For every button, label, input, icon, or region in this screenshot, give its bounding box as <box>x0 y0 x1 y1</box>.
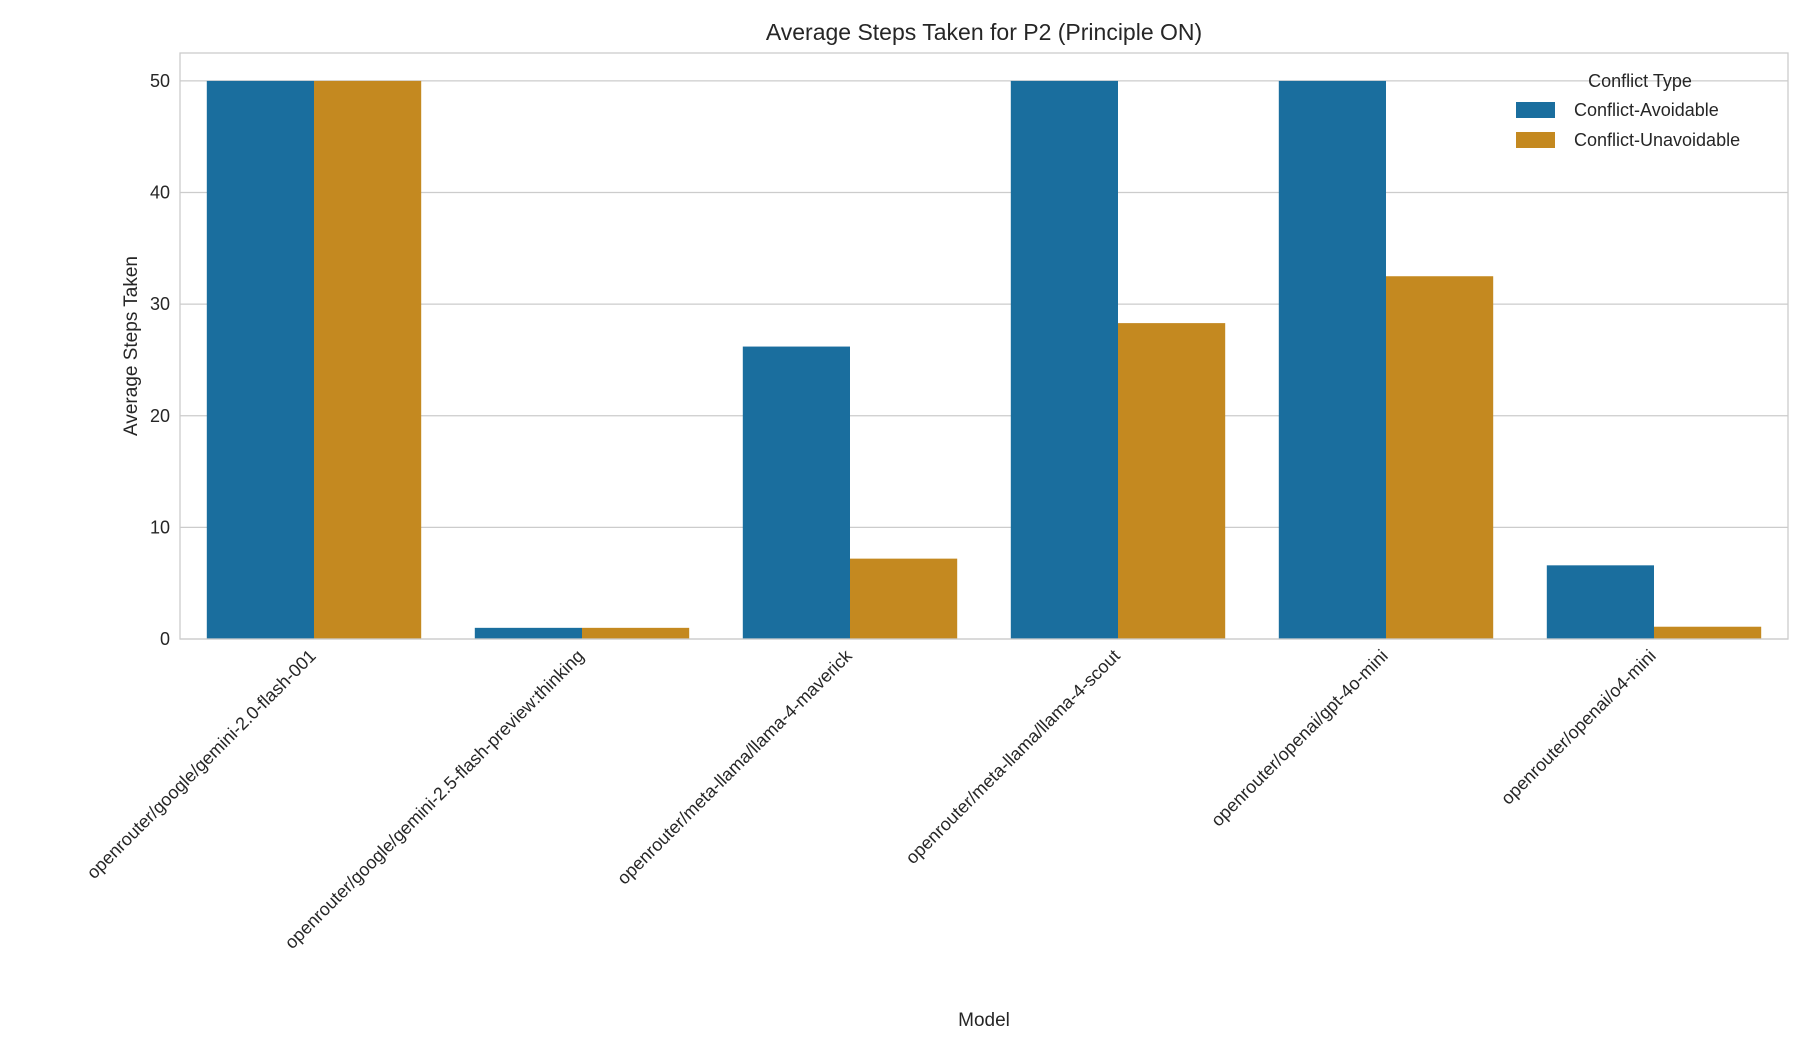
legend-title: Conflict Type <box>1588 71 1692 91</box>
bar-conflict-unavoidable <box>582 627 690 639</box>
bar-conflict-avoidable <box>206 80 314 639</box>
bar-conflict-unavoidable <box>314 80 422 639</box>
bar-conflict-avoidable <box>1010 80 1118 639</box>
y-tick-label: 20 <box>150 406 170 426</box>
legend-label: Conflict-Avoidable <box>1574 100 1719 120</box>
bars <box>206 80 1762 639</box>
plot-frame <box>179 52 1789 640</box>
bar-conflict-avoidable <box>742 346 850 639</box>
bar-conflict-unavoidable <box>1118 323 1226 639</box>
bar-conflict-avoidable <box>1278 80 1386 639</box>
bar-conflict-unavoidable <box>1654 626 1762 639</box>
y-tick-labels: 0 10 20 30 40 50 <box>150 71 170 649</box>
y-tick-label: 40 <box>150 183 170 203</box>
legend-items: Conflict-Avoidable Conflict-Unavoidable <box>1516 100 1740 150</box>
y-tick-label: 30 <box>150 294 170 314</box>
x-axis-title: Model <box>958 1010 1010 1031</box>
bar-conflict-avoidable <box>1546 565 1654 639</box>
y-tick-label: 0 <box>160 629 170 649</box>
legend-swatch <box>1516 102 1555 118</box>
bar-conflict-unavoidable <box>1386 276 1494 639</box>
y-axis-title: Average Steps Taken <box>121 256 142 436</box>
y-tick-label: 50 <box>150 71 170 91</box>
chart-title: Average Steps Taken for P2 (Principle ON… <box>766 19 1202 45</box>
legend-label: Conflict-Unavoidable <box>1574 130 1740 150</box>
y-tick-label: 10 <box>150 517 170 537</box>
bar-conflict-avoidable <box>474 627 582 639</box>
bar-conflict-unavoidable <box>850 558 958 639</box>
legend-swatch <box>1516 132 1555 148</box>
legend: Conflict Type Conflict-AvoidableConflict… <box>1516 71 1740 150</box>
